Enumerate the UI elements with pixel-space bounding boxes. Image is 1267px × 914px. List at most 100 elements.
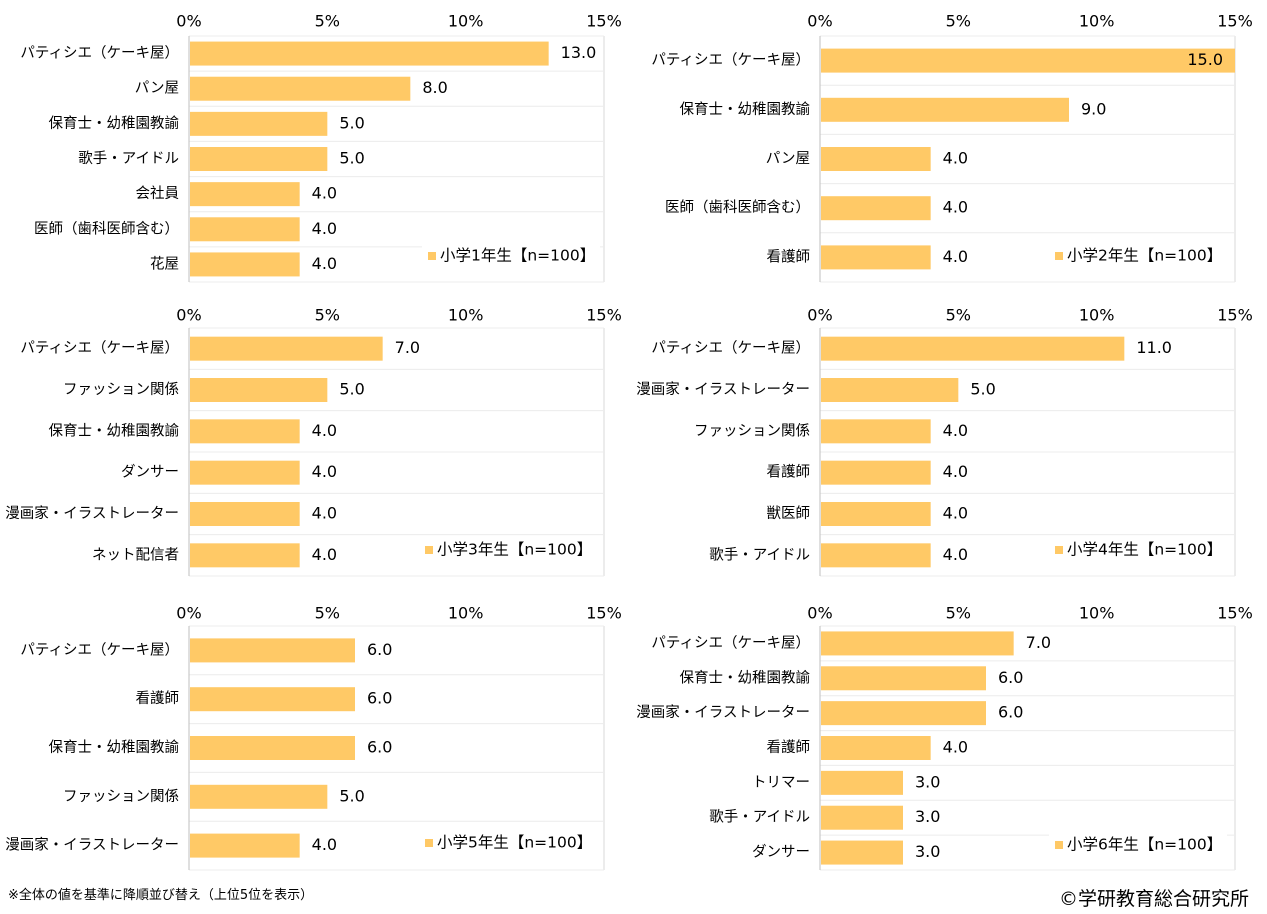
legend: 小学1年生【n=100】 bbox=[422, 242, 600, 270]
data-label: 6.0 bbox=[998, 668, 1023, 687]
category-label: パン屋 bbox=[135, 80, 179, 97]
category-label: 漫画家・イラストレーター bbox=[636, 381, 810, 398]
category-label: パティシエ（ケーキ屋） bbox=[20, 45, 179, 62]
data-label: 15.0 bbox=[1187, 50, 1223, 69]
tick-label: 5% bbox=[315, 604, 340, 623]
bar bbox=[190, 833, 300, 858]
category-label: パティシエ（ケーキ屋） bbox=[20, 641, 179, 658]
tick-label: 5% bbox=[315, 12, 340, 31]
category-label: 歌手・アイドル bbox=[78, 150, 179, 167]
bar bbox=[190, 147, 328, 171]
data-label: 6.0 bbox=[367, 640, 392, 659]
category-label: パン屋 bbox=[766, 150, 810, 167]
tick-label: 15% bbox=[1217, 604, 1253, 623]
category-label: パティシエ（ケーキ屋） bbox=[651, 340, 810, 357]
bar bbox=[821, 701, 986, 726]
bar bbox=[190, 336, 383, 361]
bar bbox=[190, 460, 300, 485]
tick-label: 5% bbox=[946, 12, 971, 31]
data-label: 4.0 bbox=[312, 835, 337, 854]
bar bbox=[821, 460, 931, 485]
chart-panel-3: 0% 5% 10% 15% パティシエ（ケーキ屋） 7.0 ファッション関係 5.0 保育士・幼… bbox=[5, 306, 622, 577]
bar bbox=[190, 378, 328, 402]
category-label: 保育士・幼稚園教諭 bbox=[49, 739, 180, 756]
legend-label: 小学6年生【n=100】 bbox=[1067, 836, 1222, 854]
data-label: 4.0 bbox=[943, 149, 968, 168]
data-label: 4.0 bbox=[943, 545, 968, 564]
tick-label: 15% bbox=[1217, 306, 1253, 325]
tick-label: 15% bbox=[586, 12, 622, 31]
bar bbox=[821, 805, 903, 830]
legend-label: 小学4年生【n=100】 bbox=[1067, 541, 1222, 559]
legend-swatch bbox=[425, 546, 433, 554]
category-label: 歌手・アイドル bbox=[709, 809, 810, 826]
data-label: 4.0 bbox=[312, 462, 337, 481]
data-label: 3.0 bbox=[915, 842, 940, 861]
data-label: 4.0 bbox=[943, 421, 968, 440]
bar bbox=[190, 182, 300, 207]
legend-background bbox=[419, 536, 597, 564]
tick-label: 15% bbox=[1217, 12, 1253, 31]
bar bbox=[190, 41, 549, 66]
bar bbox=[821, 97, 1069, 122]
tick-label: 0% bbox=[176, 12, 201, 31]
category-label: パティシエ（ケーキ屋） bbox=[20, 340, 179, 357]
tick-label: 10% bbox=[1079, 306, 1115, 325]
category-label: 看護師 bbox=[767, 248, 811, 265]
legend-background bbox=[422, 242, 600, 270]
data-label: 4.0 bbox=[943, 738, 968, 757]
tick-label: 10% bbox=[448, 12, 484, 31]
legend-background bbox=[419, 829, 597, 857]
legend-swatch bbox=[1055, 841, 1063, 849]
category-label: 花屋 bbox=[150, 255, 179, 272]
footnote: ※全体の値を基準に降順並び替え（上位5位を表示） bbox=[8, 888, 314, 903]
tick-label: 0% bbox=[807, 604, 832, 623]
data-label: 7.0 bbox=[395, 338, 420, 357]
legend: 小学6年生【n=100】 bbox=[1049, 831, 1227, 859]
legend-label: 小学3年生【n=100】 bbox=[437, 541, 592, 559]
chart-panel-2: 0% 5% 10% 15% パティシエ（ケーキ屋） 15.0 保育士・幼稚園教諭 9.0 パン屋… bbox=[651, 12, 1253, 283]
tick-label: 5% bbox=[315, 306, 340, 325]
category-label: 保育士・幼稚園教諭 bbox=[49, 115, 180, 132]
legend: 小学3年生【n=100】 bbox=[419, 536, 597, 564]
copyright: ©学研教育総合研究所 bbox=[1058, 888, 1249, 910]
data-label: 3.0 bbox=[915, 772, 940, 791]
data-label: 4.0 bbox=[312, 421, 337, 440]
bar bbox=[821, 245, 931, 270]
tick-label: 10% bbox=[448, 604, 484, 623]
legend-background bbox=[1049, 242, 1227, 270]
data-label: 4.0 bbox=[943, 462, 968, 481]
bar bbox=[190, 736, 355, 760]
tick-label: 0% bbox=[176, 604, 201, 623]
data-label: 4.0 bbox=[312, 219, 337, 238]
category-label: 漫画家・イラストレーター bbox=[5, 837, 179, 854]
bar bbox=[821, 48, 1235, 73]
category-label: 保育士・幼稚園教諭 bbox=[49, 422, 180, 439]
legend-background bbox=[1049, 536, 1227, 564]
data-label: 3.0 bbox=[915, 807, 940, 826]
tick-label: 15% bbox=[586, 604, 622, 623]
tick-label: 10% bbox=[1079, 12, 1115, 31]
data-label: 6.0 bbox=[367, 738, 392, 757]
category-label: ダンサー bbox=[121, 464, 179, 481]
bar bbox=[821, 840, 903, 865]
legend-swatch bbox=[1055, 546, 1063, 554]
tick-label: 0% bbox=[176, 306, 201, 325]
category-label: 会社員 bbox=[136, 185, 180, 202]
chart-panel-4: 0% 5% 10% 15% パティシエ（ケーキ屋） 11.0 漫画家・イラストレーター 5.0… bbox=[636, 306, 1253, 577]
chart-panel-6: 0% 5% 10% 15% パティシエ（ケーキ屋） 7.0 保育士・幼稚園教諭 6.0 漫画家・… bbox=[636, 604, 1253, 871]
bar bbox=[190, 502, 300, 526]
bar bbox=[190, 687, 355, 712]
bar bbox=[821, 196, 931, 221]
category-label: ダンサー bbox=[752, 844, 810, 861]
data-label: 4.0 bbox=[312, 254, 337, 273]
data-label: 4.0 bbox=[943, 198, 968, 217]
data-label: 5.0 bbox=[339, 149, 364, 168]
data-label: 5.0 bbox=[339, 113, 364, 132]
chart-panel-1: 0% 5% 10% 15% パティシエ（ケーキ屋） 13.0 パン屋 8.0 保育士・幼稚園教諭… bbox=[20, 12, 622, 283]
bar bbox=[190, 419, 300, 444]
tick-label: 0% bbox=[807, 306, 832, 325]
bar bbox=[821, 502, 931, 526]
category-label: トリマー bbox=[752, 775, 810, 791]
legend-label: 小学1年生【n=100】 bbox=[440, 247, 595, 265]
